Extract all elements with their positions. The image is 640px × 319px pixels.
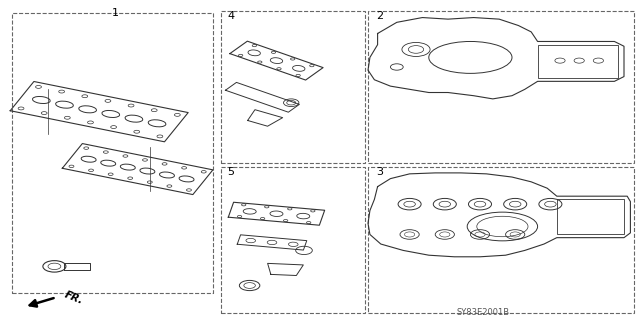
Bar [368,167,634,313]
Text: SY83E2001B: SY83E2001B [456,308,510,317]
Bar [221,167,365,313]
Text: 2: 2 [376,11,383,21]
Bar [538,45,618,78]
Text: FR.: FR. [63,290,84,307]
Bar [557,199,624,234]
Text: 5: 5 [227,167,234,177]
Text: 1: 1 [112,8,119,18]
Bar [221,11,365,163]
Bar [368,11,634,163]
Bar [12,13,213,293]
Text: 4: 4 [227,11,234,21]
Text: 3: 3 [376,167,383,177]
